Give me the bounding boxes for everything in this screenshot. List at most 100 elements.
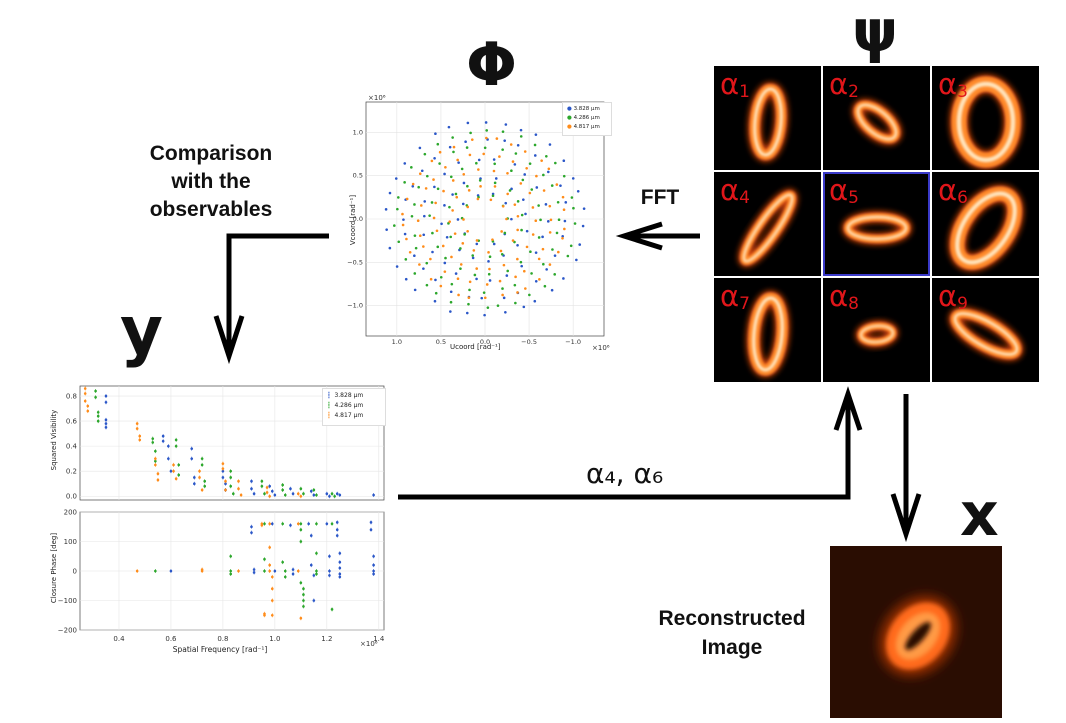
uv-point (510, 187, 513, 191)
uv-point (467, 302, 470, 306)
uv-point (486, 306, 490, 309)
uv-point (528, 293, 531, 297)
uv-point (449, 290, 453, 294)
uv-point (502, 296, 506, 300)
tile-param-label: α8 (829, 279, 859, 315)
uv-point (555, 231, 559, 235)
uv-point (459, 247, 462, 250)
uv-point (449, 300, 453, 304)
data-point (198, 469, 201, 473)
data-point (265, 486, 269, 489)
uv-point (503, 231, 507, 235)
data-point (83, 392, 87, 395)
uv-point (404, 277, 408, 281)
uv-point (475, 277, 478, 281)
uv-point (388, 246, 392, 250)
data-point (86, 404, 90, 408)
uv-point (550, 184, 554, 187)
uv-point (422, 267, 425, 270)
uv-point (491, 194, 495, 198)
uv-point (411, 184, 415, 188)
data-point (96, 411, 100, 414)
uv-point (513, 163, 517, 166)
uv-point (520, 228, 523, 232)
data-point (239, 493, 243, 497)
data-point (372, 563, 375, 567)
cp-ytick: 100 (64, 538, 77, 546)
uv-point (501, 130, 505, 133)
uv-point (566, 254, 570, 258)
uv-point (465, 146, 469, 149)
cp-xtick: 0.8 (217, 635, 228, 643)
data-point (203, 479, 207, 483)
uv-point (462, 218, 465, 221)
uv-point (484, 121, 488, 124)
uv-point (496, 304, 500, 307)
uv-point (504, 310, 507, 314)
data-point (252, 571, 256, 574)
uv-point (443, 204, 446, 207)
params-arrow (398, 396, 851, 500)
uv-point (494, 177, 498, 180)
data-point (328, 569, 331, 573)
uv-point (448, 205, 451, 209)
uv-point (572, 206, 575, 210)
uv-point (509, 143, 513, 146)
uv-point (498, 155, 501, 158)
uv-point (457, 293, 460, 297)
uv-point (452, 145, 456, 149)
uv-legend-item-1: ● 3.828 μm (567, 106, 600, 112)
uv-point (557, 250, 560, 254)
uv-point (556, 200, 560, 204)
v2-legend-item-3: ┇ 4.817 μm (327, 412, 364, 419)
uv-point (547, 170, 550, 174)
uv-point (423, 152, 427, 156)
data-point (94, 389, 97, 393)
uv-point (414, 246, 418, 250)
uv-point (530, 272, 533, 275)
data-point (250, 525, 253, 529)
uv-point (449, 235, 453, 239)
uv-point (533, 299, 537, 303)
uv-point (468, 153, 472, 157)
data-point (229, 554, 233, 558)
psi-tile-7: α7 (714, 278, 821, 382)
data-point (167, 444, 170, 448)
cp-exponent: ×10⁶ (360, 640, 378, 648)
uv-plot: 1.0 1.0 0.5 0.5 0.0 0.0 −0.5 −0.5 −1.0 −1.0 ×10⁶ … (340, 92, 612, 354)
data-point (229, 569, 233, 573)
uv-point (479, 185, 482, 188)
cp-xtick: 0.4 (113, 635, 125, 643)
uv-point (524, 287, 527, 290)
uv-point (423, 200, 427, 203)
uv-point (513, 283, 517, 287)
uv-point (466, 205, 470, 209)
reconstruct-arrowhead (890, 493, 922, 543)
data-point (135, 569, 139, 573)
data-point (315, 552, 318, 555)
data-point (190, 447, 194, 450)
uv-point (453, 232, 457, 235)
data-point (193, 482, 196, 486)
cp-xlabel: Spatial Frequency [rad⁻¹] (172, 645, 268, 654)
uv-point (425, 283, 429, 287)
uv-ytick: 1.0 (353, 128, 363, 136)
uv-point (537, 257, 541, 261)
uv-point (439, 284, 443, 288)
psi-tile-5: α5 (823, 172, 930, 276)
data-point (221, 467, 225, 470)
uv-point (563, 227, 566, 231)
uv-point (561, 195, 565, 199)
data-point (315, 522, 318, 526)
data-point (309, 563, 313, 567)
v2-legend-item-1: ┇ 3.828 μm (327, 392, 364, 399)
uv-point (491, 238, 494, 241)
data-point (302, 492, 305, 496)
uv-point (450, 282, 454, 286)
uv-point (555, 183, 559, 186)
uv-point (449, 310, 452, 313)
data-point (315, 493, 318, 497)
data-point (330, 492, 334, 496)
data-point (229, 484, 233, 488)
